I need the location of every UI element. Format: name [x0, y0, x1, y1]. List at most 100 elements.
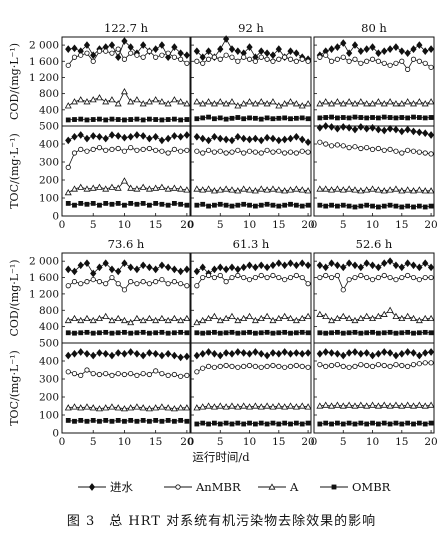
- legend-anmbr-label: AnMBR: [195, 480, 241, 494]
- panel-1-toc-influent-point: [258, 136, 265, 145]
- panel-2-toc-influent-point: [322, 122, 329, 130]
- panel-5-cod-influent-point: [357, 263, 364, 272]
- panel-0-cod-ombr-point: [140, 117, 146, 123]
- panel-1-cod-a-point: [298, 102, 306, 109]
- panel-5-x-tick-label: 20: [424, 436, 437, 448]
- panel-2-toc-anmbr-point: [328, 143, 335, 149]
- panel-0-toc-a-point: [152, 184, 160, 191]
- panel-0-toc-a-point: [64, 188, 72, 196]
- panel-3-cod-a-point: [120, 316, 128, 324]
- panel-1-cod-a-point: [222, 100, 230, 107]
- panel-5-cod-ombr-point: [381, 330, 387, 336]
- panel-3-cod-anmbr-point: [165, 281, 171, 287]
- panel-5-cod-a-point: [345, 314, 353, 322]
- panel-5-cod-anmbr-point: [364, 274, 370, 281]
- panel-0-cod-a-point: [71, 98, 78, 105]
- panel-4-toc-a-point: [287, 402, 294, 409]
- panel-4-cod-ombr-point: [235, 330, 241, 336]
- panel-3-cod-influent-point: [83, 259, 91, 268]
- panel-4-toc-a-point: [263, 402, 271, 409]
- panel-4-toc-a-point: [292, 403, 300, 410]
- panel-3-toc-ombr-point: [171, 418, 177, 424]
- panel-4-cod-influent-point: [217, 263, 224, 272]
- panel-1-cod-influent-point: [246, 43, 253, 51]
- panel-2-toc-influent-point: [351, 125, 359, 134]
- panel-5-cod-influent-point: [386, 257, 394, 266]
- panel-1-cod-anmbr-point: [194, 58, 200, 64]
- panel-2-toc-influent-point: [363, 124, 370, 133]
- panel-4-toc-ombr-point: [270, 420, 276, 426]
- panel-0-toc-anmbr-point: [84, 148, 90, 154]
- panel-0-toc-tick-label: 100: [39, 193, 59, 205]
- panel-5-cod-a-point: [421, 314, 429, 322]
- panel-4-toc-ombr-point: [200, 420, 206, 426]
- panel-5-cod-influent-point: [334, 261, 341, 270]
- panel-3-cod-anmbr-point: [184, 283, 190, 289]
- panel-4-toc-a-point: [269, 403, 277, 410]
- panel-0-toc-influent-point: [183, 131, 190, 139]
- panel-3-toc-ombr-point: [140, 417, 146, 423]
- panel-1-cod-ombr-point: [276, 115, 282, 121]
- panel-5-cod-a-point: [351, 316, 359, 324]
- panel-4-cod-a-point: [210, 312, 218, 320]
- panel-1-toc-a-point: [193, 185, 201, 192]
- panel-4-toc-a-point: [205, 402, 213, 409]
- panel-4-toc-a-point: [199, 403, 207, 410]
- panel-3-cod-ombr-point: [115, 330, 121, 336]
- panel-2-cod-ombr-point: [346, 115, 352, 121]
- panel-3-toc-ombr-point: [78, 417, 84, 423]
- panel-4-cod-ombr-point: [200, 330, 206, 336]
- panel-5-toc-ombr-point: [358, 420, 364, 426]
- panel-1-cod-ombr-point: [194, 116, 200, 122]
- panel-5-cod-influent-point: [322, 263, 329, 272]
- panel-3-cod-ombr-point: [159, 329, 165, 335]
- panel-1-toc-a-point: [246, 186, 254, 193]
- panel-0-cod-anmbr-point: [165, 50, 171, 56]
- panel-3-cod-influent-point: [108, 265, 116, 274]
- panel-1-toc-influent-point: [193, 132, 200, 141]
- panel-0-toc-a-point: [127, 184, 135, 191]
- panel-1-cod-a-point: [269, 98, 277, 105]
- panel-0-cod-anmbr-point: [134, 52, 140, 58]
- panel-1-toc-influent-point: [211, 132, 218, 141]
- panel-3-cod-anmbr-point: [115, 281, 121, 287]
- panel-3-cod-ombr-point: [128, 330, 134, 336]
- panel-1-x-tick-label: 10: [243, 219, 256, 231]
- panel-1-toc-ombr-point: [276, 203, 282, 209]
- panel-2-toc-a-point: [333, 185, 341, 192]
- panel-0-cod-a-point: [89, 96, 97, 103]
- panel-1-cod-anmbr-point: [270, 58, 276, 64]
- panel-5-toc-influent-point: [381, 348, 388, 356]
- panel-1-cod-ombr-point: [217, 115, 223, 121]
- panel-0-cod-a-point: [95, 94, 103, 101]
- panel-4-toc-ombr-point: [258, 420, 264, 426]
- panel-5-cod-ombr-point: [411, 330, 416, 336]
- panel-5-cod-a-point: [392, 312, 400, 320]
- panel-2-x-tick-label: 15: [395, 219, 408, 231]
- panel-4-hrt-title: 61.3 h: [233, 237, 270, 251]
- panel-1-cod-a-point: [199, 100, 207, 107]
- panel-1-toc-anmbr-point: [293, 150, 299, 156]
- panel-1-cod-anmbr-point: [229, 54, 235, 60]
- panel-3-toc-ombr-point: [103, 417, 109, 423]
- panel-2-cod-ombr-point: [364, 115, 370, 121]
- panel-0-toc-a-point: [77, 183, 85, 190]
- panel-0-cod-a-point: [183, 100, 191, 107]
- panel-3-cod-a-point: [77, 316, 85, 324]
- panel-4-cod-anmbr-point: [235, 272, 241, 279]
- panel-3-hrt-title: 73.6 h: [108, 237, 145, 251]
- panel-2-cod-ombr-point: [399, 115, 405, 120]
- panel-4-cod-anmbr-point: [287, 274, 294, 281]
- panel-4-cod-a-point: [205, 314, 213, 322]
- panel-0-cod-a-point: [145, 98, 153, 105]
- panel-1-toc-anmbr-point: [287, 149, 294, 155]
- panel-3-cod-influent-point: [177, 267, 184, 276]
- panel-0-cod-a-point: [127, 98, 135, 105]
- panel-2-toc-ombr-point: [387, 202, 393, 208]
- panel-2-cod-anmbr-point: [358, 60, 364, 66]
- panel-2-cod-anmbr-point: [328, 58, 335, 64]
- panel-2-toc-anmbr-point: [416, 149, 422, 155]
- panel-4-toc-ombr-point: [288, 421, 293, 427]
- panel-1-cod-ombr-point: [293, 115, 299, 121]
